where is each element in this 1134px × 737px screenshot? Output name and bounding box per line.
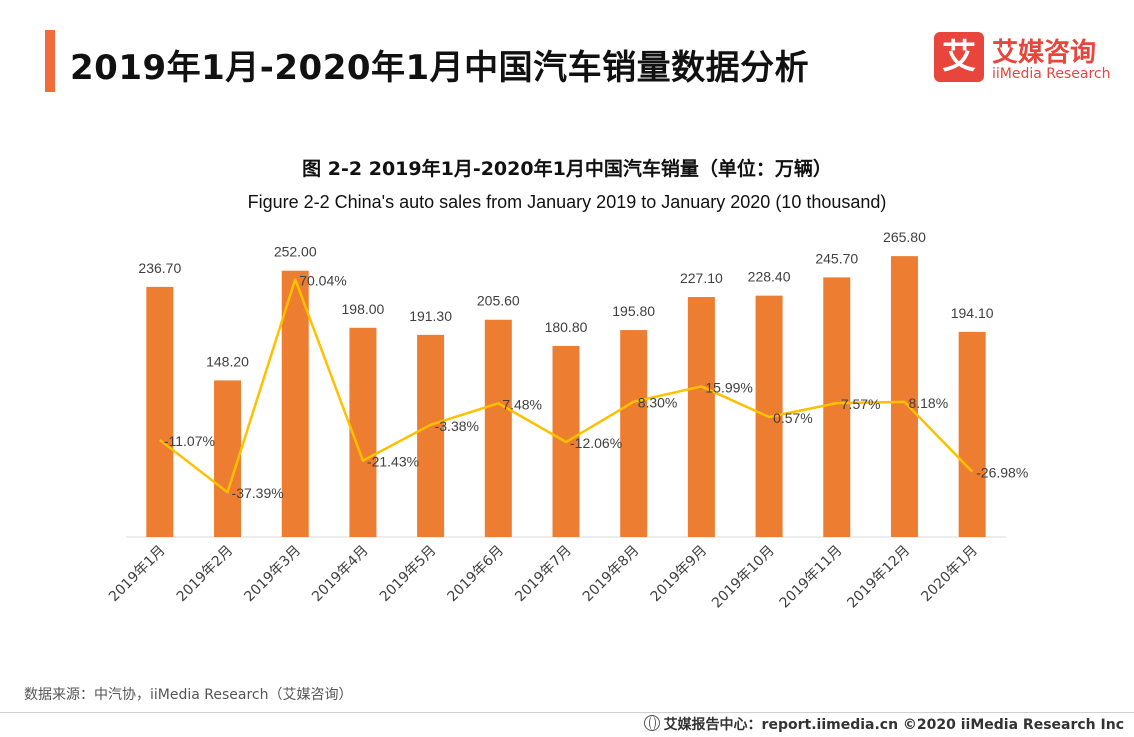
x-tick-label-4: 2019年4月 bbox=[309, 543, 372, 606]
bar-2 bbox=[214, 380, 242, 537]
growth-label-13: -26.98% bbox=[976, 465, 1028, 481]
title-accent-bar bbox=[45, 30, 55, 92]
growth-label-2: -37.39% bbox=[232, 485, 284, 501]
bar-6 bbox=[484, 319, 512, 537]
data-source: 数据来源：中汽协，iiMedia Research（艾媒咨询） bbox=[24, 687, 353, 703]
growth-line bbox=[159, 278, 974, 494]
growth-label-1: -11.07% bbox=[164, 433, 215, 449]
logo-mark: 艾 bbox=[934, 32, 984, 82]
bar-3 bbox=[281, 270, 309, 537]
growth-label-6: 7.48% bbox=[502, 396, 542, 412]
bar-label-1: 236.70 bbox=[138, 260, 181, 276]
growth-label-3: 70.04% bbox=[299, 272, 346, 288]
bar-label-3: 252.00 bbox=[274, 244, 317, 260]
chart-subtitle: Figure 2-2 China's auto sales from Janua… bbox=[247, 192, 887, 212]
bar-12 bbox=[890, 256, 918, 537]
footer-divider bbox=[0, 712, 1134, 713]
logo-name-cn: 艾媒咨询 bbox=[992, 38, 1097, 68]
logo-name-en: iiMedia Research bbox=[992, 66, 1111, 82]
page-title: 2019年1月-2020年1月中国汽车销量数据分析 bbox=[70, 48, 810, 88]
bar-4 bbox=[349, 327, 377, 537]
bar-label-10: 228.40 bbox=[748, 269, 791, 285]
growth-label-10: 0.57% bbox=[773, 410, 813, 426]
bar-label-11: 245.70 bbox=[815, 250, 858, 266]
bar-9 bbox=[687, 297, 715, 537]
bar-1 bbox=[146, 286, 174, 537]
bar-label-5: 191.30 bbox=[409, 308, 452, 324]
x-tick-label-9: 2019年9月 bbox=[648, 543, 711, 606]
bar-label-2: 148.20 bbox=[206, 353, 249, 369]
x-tick-label-12: 2019年12月 bbox=[844, 543, 913, 612]
growth-label-12: 8.18% bbox=[908, 395, 948, 411]
bar-label-4: 198.00 bbox=[342, 301, 385, 317]
x-tick-label-11: 2019年11月 bbox=[777, 543, 846, 612]
sales-chart: 236.70 148.20 252.00 198.00 191.30 205.60 180.… bbox=[106, 229, 1028, 612]
x-tick-label-10: 2019年10月 bbox=[709, 543, 778, 612]
growth-label-5: -3.38% bbox=[435, 418, 479, 434]
bar-label-12: 265.80 bbox=[883, 229, 926, 245]
footer-text: 艾媒报告中心：report.iimedia.cn ©2020 iiMedia R… bbox=[663, 717, 1124, 733]
bar-label-13: 194.10 bbox=[951, 305, 994, 321]
x-tick-label-5: 2019年5月 bbox=[377, 543, 440, 606]
growth-label-9: 15.99% bbox=[705, 379, 752, 395]
iimedia-logo: 艾 艾媒咨询 iiMedia Research bbox=[934, 32, 1124, 88]
x-tick-label-2: 2019年2月 bbox=[174, 543, 237, 606]
bar-label-6: 205.60 bbox=[477, 293, 520, 309]
x-tick-label-7: 2019年7月 bbox=[512, 543, 575, 606]
growth-label-8: 8.30% bbox=[638, 395, 678, 411]
x-tick-label-8: 2019年8月 bbox=[580, 543, 643, 606]
bar-label-9: 227.10 bbox=[680, 270, 723, 286]
x-tick-label-3: 2019年3月 bbox=[241, 543, 304, 606]
bar-11 bbox=[823, 277, 851, 537]
chart-title: 图 2-2 2019年1月-2020年1月中国汽车销量（单位：万辆） bbox=[302, 158, 832, 180]
bar-label-8: 195.80 bbox=[612, 303, 655, 319]
growth-label-4: -21.43% bbox=[367, 454, 419, 470]
bar-8 bbox=[620, 330, 648, 537]
x-tick-label-1: 2019年1月 bbox=[106, 543, 169, 606]
bar-13 bbox=[958, 331, 986, 537]
globe-icon bbox=[643, 715, 660, 731]
x-tick-label-6: 2019年6月 bbox=[445, 543, 508, 606]
growth-label-7: -12.06% bbox=[570, 435, 622, 451]
x-tick-label-13: 2020年1月 bbox=[918, 543, 981, 606]
bar-5 bbox=[417, 334, 445, 537]
footer: 艾媒报告中心：report.iimedia.cn ©2020 iiMedia R… bbox=[643, 714, 1124, 734]
growth-label-11: 7.57% bbox=[841, 396, 881, 412]
bar-label-7: 180.80 bbox=[545, 319, 588, 335]
